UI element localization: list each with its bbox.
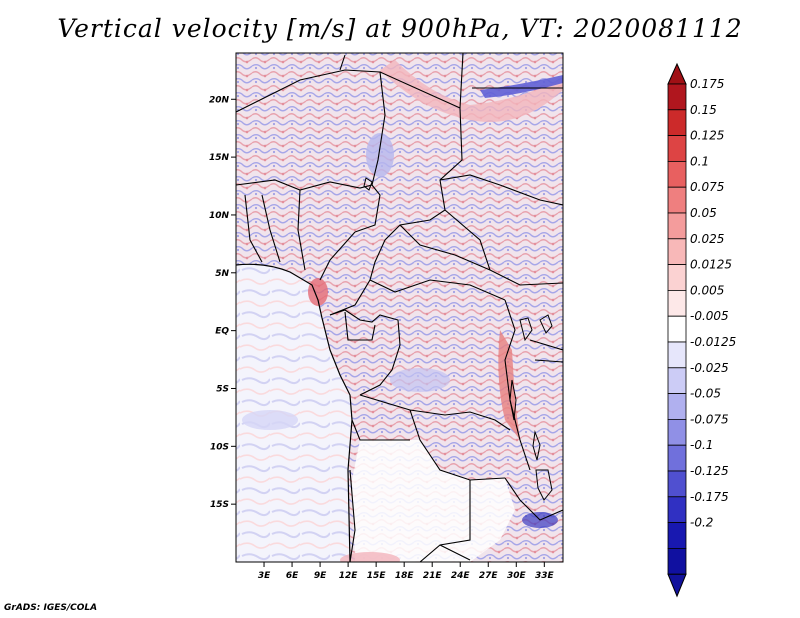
- colorbar-label: -0.005: [690, 309, 729, 323]
- x-tick-label: 18E: [395, 571, 415, 581]
- colorbar-swatch: [667, 341, 687, 369]
- x-tick-label: 24E: [451, 571, 471, 581]
- x-tick-label: 6E: [286, 571, 299, 581]
- colorbar-swatch: [667, 264, 687, 291]
- x-tick-label: 33E: [535, 571, 555, 581]
- colorbar-label: -0.025: [690, 361, 729, 375]
- colorbar-label: -0.05: [690, 387, 721, 401]
- colorbar-swatch: [667, 212, 687, 240]
- colorbar-label: 0.175: [690, 77, 724, 91]
- colorbar-swatch: [667, 444, 687, 472]
- y-axis: 20N 15N 10N 5N EQ 5S 10S 15S: [209, 95, 236, 510]
- colorbar-swatch: [667, 522, 687, 549]
- colorbar-label: 0.0125: [690, 258, 732, 272]
- red-patch: [340, 552, 400, 562]
- colorbar-swatch: [667, 418, 687, 446]
- northern-band: [380, 60, 563, 122]
- map-field-overlays: [236, 53, 563, 562]
- colorbar-swatch: [667, 160, 687, 188]
- colorbar-swatch: [667, 315, 687, 343]
- y-tick-label: 15S: [210, 500, 229, 510]
- colorbar-swatch: [667, 186, 687, 214]
- x-tick-label: 9E: [314, 571, 327, 581]
- y-tick-label: EQ: [215, 327, 229, 337]
- x-tick-label: 12E: [339, 571, 359, 581]
- x-tick-label: 30E: [507, 571, 527, 581]
- colorbar-swatch: [667, 83, 687, 111]
- colorbar-swatch: [667, 367, 687, 394]
- coastline: [236, 263, 353, 562]
- colorbar-label: 0.125: [690, 129, 724, 143]
- atlantic-ocean: [236, 264, 352, 562]
- x-tick-label: 27E: [479, 571, 499, 581]
- colorbar-label: -0.1: [690, 438, 713, 452]
- colorbar-label: -0.075: [690, 412, 729, 426]
- colorbar-label: 0.025: [690, 232, 724, 246]
- colorbar-top-arrow: [667, 62, 687, 85]
- colorbar-label: 0.05: [690, 206, 717, 220]
- map-panel: 20N 15N 10N 5N EQ 5S 10S 15S 3E 6E 9E 12E 15E 18E 21E…: [209, 52, 564, 581]
- x-tick-label: 21E: [423, 571, 443, 581]
- colorbar-label: -0.125: [690, 464, 729, 478]
- y-tick-label: 5S: [216, 384, 229, 394]
- colorbar-swatch: [667, 289, 687, 317]
- colorbar-label: -0.2: [690, 516, 713, 530]
- colorbar-swatch: [667, 109, 687, 137]
- colorbar-swatch: [667, 548, 687, 575]
- colorbar-label: -0.0125: [690, 335, 736, 349]
- colorbar-swatch: [667, 238, 687, 266]
- blue-patch: [242, 410, 298, 430]
- x-tick-label: 15E: [367, 571, 387, 581]
- red-patch: [308, 278, 328, 306]
- map-frame: [235, 52, 564, 563]
- colorbar-swatch: [667, 496, 687, 523]
- southern-quiet-region: [352, 440, 515, 562]
- northeast-streak: [480, 75, 563, 98]
- country-borders: [236, 53, 563, 562]
- blue-patch: [366, 133, 394, 177]
- y-tick-label: 10N: [209, 211, 230, 221]
- grads-credit: GrADS: IGES/COLA: [4, 603, 98, 613]
- colorbar-label: 0.15: [690, 103, 717, 117]
- y-tick-label: 10S: [210, 442, 229, 452]
- colorbar-swatch: [667, 135, 687, 162]
- colorbar-swatch: [667, 393, 687, 420]
- x-tick-label: 3E: [258, 571, 271, 581]
- colorbar-bottom-arrow: [667, 573, 687, 598]
- colorbar: 0.175 0.15 0.125 0.1 0.075 0.05 0.025 0.0125 0.0…: [667, 62, 736, 598]
- colorbar-label: 0.1: [690, 154, 709, 168]
- colorbar-label: 0.005: [690, 283, 724, 297]
- lakes: [363, 177, 553, 501]
- colorbar-label: -0.175: [690, 490, 729, 504]
- blue-patch: [390, 368, 450, 392]
- colorbar-swatch: [667, 470, 687, 498]
- y-tick-label: 20N: [209, 95, 230, 105]
- map-title: Vertical velocity [m/s] at 900hPa, VT: 2…: [57, 14, 743, 43]
- x-axis: 3E 6E 9E 12E 15E 18E 21E 24E 27E 30E 33E: [258, 562, 555, 581]
- y-tick-label: 5N: [215, 269, 229, 279]
- y-tick-label: 15N: [209, 153, 230, 163]
- colorbar-label: 0.075: [690, 180, 724, 194]
